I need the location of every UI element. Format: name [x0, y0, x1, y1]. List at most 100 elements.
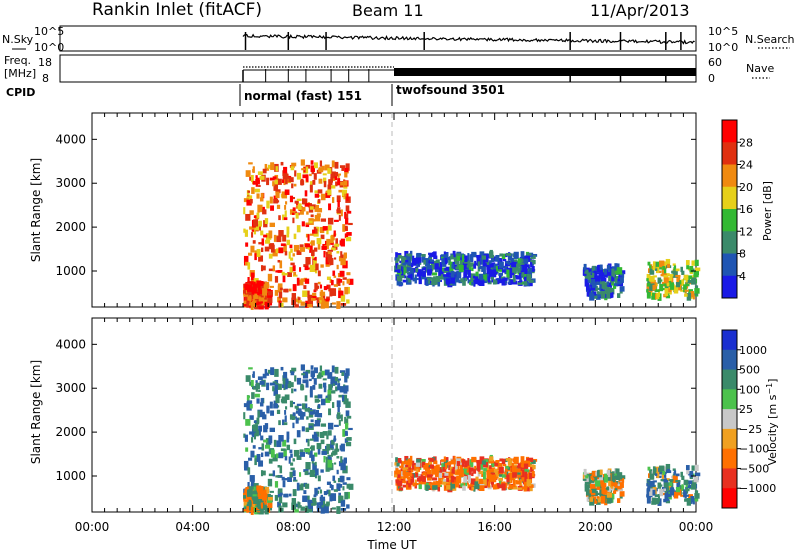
power-cell	[440, 274, 446, 280]
velocity-cell	[291, 498, 297, 504]
velocity-cell	[330, 493, 337, 501]
power-cell	[493, 269, 497, 278]
power-cell	[502, 259, 507, 262]
power-cell	[247, 190, 250, 193]
power-cell	[267, 291, 273, 296]
velocity-cell	[318, 373, 324, 378]
power-cell	[258, 281, 264, 288]
velocity-cell	[283, 371, 288, 379]
velocity-cell	[251, 504, 258, 512]
velocity-cell	[319, 365, 323, 372]
power-cell	[336, 301, 341, 309]
power-cell	[326, 276, 331, 280]
velocity-cell	[258, 389, 261, 393]
power-cell	[435, 275, 441, 282]
power-cell	[313, 259, 317, 268]
velocity-cell	[274, 494, 279, 501]
velocity-cell	[429, 464, 434, 468]
power-cell	[267, 164, 273, 169]
power-cell	[606, 287, 612, 293]
power-cell	[666, 263, 670, 268]
power-cell	[455, 266, 461, 270]
colorbar-tick-label: −500	[739, 462, 769, 475]
power-cell	[281, 271, 285, 276]
velocity-cell	[257, 409, 263, 418]
velocity-cell	[340, 456, 343, 463]
power-cell	[323, 180, 327, 188]
power-cell	[337, 200, 340, 208]
velocity-cell	[510, 458, 513, 461]
velocity-cell	[280, 448, 286, 452]
power-cell	[343, 180, 348, 186]
power-cell	[319, 226, 325, 234]
colorbar-swatch	[722, 409, 737, 430]
power-cell	[297, 203, 302, 210]
power-cell	[247, 262, 251, 270]
beam-label: Beam 11	[352, 1, 424, 20]
velocity-cell	[649, 470, 652, 475]
power-cell	[468, 265, 472, 271]
velocity-cell	[467, 474, 471, 483]
velocity-cell	[611, 492, 615, 500]
velocity-cell	[292, 489, 297, 497]
power-cell	[255, 177, 260, 185]
velocity-cell	[582, 478, 587, 481]
velocity-cell	[284, 415, 287, 422]
power-cell	[679, 280, 682, 285]
velocity-cell	[344, 376, 348, 383]
power-cell	[526, 273, 532, 282]
power-cell	[327, 225, 332, 231]
velocity-cell	[489, 459, 495, 464]
power-cell	[309, 173, 312, 177]
velocity-cell	[428, 482, 431, 488]
velocity-cell	[421, 458, 426, 462]
power-cell	[253, 281, 256, 288]
velocity-cell	[297, 502, 301, 506]
power-cell	[499, 268, 504, 272]
velocity-cell	[683, 489, 687, 498]
power-cell	[326, 238, 331, 246]
power-cell	[295, 212, 299, 219]
power-cell	[482, 266, 486, 275]
power-cell	[264, 301, 269, 310]
power-cell	[279, 302, 284, 308]
power-cell	[244, 283, 249, 290]
colorbar-swatch	[722, 349, 737, 371]
power-cell	[498, 274, 502, 282]
power-cell	[316, 226, 320, 232]
power-cell	[288, 251, 291, 259]
power-cell	[455, 256, 458, 265]
velocity-cell	[338, 394, 342, 398]
power-cell	[258, 220, 263, 227]
power-cell	[290, 248, 293, 253]
velocity-cell	[293, 388, 297, 392]
power-cell	[513, 251, 519, 259]
velocity-cell	[324, 445, 328, 454]
noise-sky-label: N.Sky	[2, 33, 34, 46]
power-cell	[450, 270, 455, 278]
power-cell	[597, 294, 601, 298]
power-cell	[284, 205, 287, 210]
power-cell	[284, 189, 290, 195]
power-cell	[694, 267, 701, 272]
velocity-cell	[675, 473, 680, 477]
velocity-cell	[317, 404, 321, 409]
power-cell	[460, 278, 464, 283]
power-cell	[340, 209, 343, 217]
power-cell	[285, 201, 288, 205]
velocity-cell	[315, 468, 319, 476]
power-cell	[600, 276, 606, 282]
velocity-cell	[331, 507, 336, 510]
velocity-cell	[249, 500, 252, 507]
power-cell	[345, 213, 349, 220]
velocity-cell	[526, 458, 532, 461]
power-cell	[586, 282, 590, 291]
power-cell	[665, 273, 670, 277]
velocity-cell	[248, 367, 253, 370]
power-cell	[397, 253, 402, 257]
velocity-cell	[307, 439, 310, 447]
velocity-cell	[508, 477, 515, 481]
velocity-cell	[661, 473, 667, 479]
power-cell	[259, 291, 264, 298]
velocity-cell	[272, 454, 278, 462]
